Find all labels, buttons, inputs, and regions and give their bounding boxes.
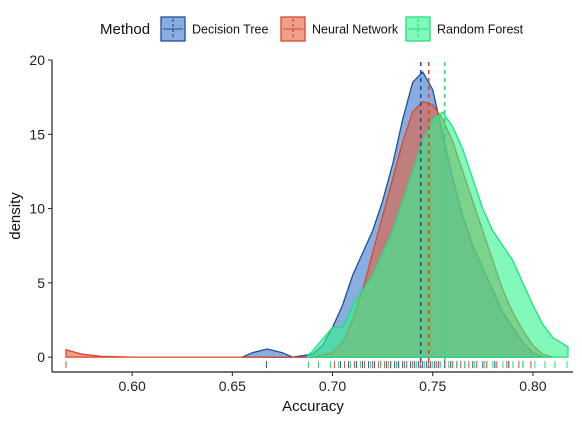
density-areas <box>65 70 569 358</box>
x-tick-label: 0.60 <box>119 378 146 394</box>
mean-lines <box>419 62 446 368</box>
x-tick-label: 0.80 <box>519 378 546 394</box>
x-tick-label: 0.65 <box>219 378 246 394</box>
x-tick-label: 0.75 <box>419 378 446 394</box>
y-tick-label: 0 <box>37 349 45 365</box>
y-tick-label: 20 <box>29 52 45 68</box>
y-tick-label: 10 <box>29 201 45 217</box>
y-axis-ticks: 0 5 10 15 20 <box>29 52 52 365</box>
legend-item-decision-tree: Decision Tree <box>160 16 268 42</box>
rug-marks <box>65 361 568 369</box>
legend-item-random-forest: Random Forest <box>405 16 524 42</box>
x-tick-label: 0.70 <box>319 378 346 394</box>
x-axis-ticks: 0.60 0.65 0.70 0.75 0.80 <box>119 372 547 394</box>
y-axis-title: density <box>7 192 24 240</box>
y-tick-label: 15 <box>29 126 45 142</box>
legend-label: Decision Tree <box>192 23 268 37</box>
legend-label: Neural Network <box>312 23 399 37</box>
x-axis-title: Accuracy <box>282 398 344 415</box>
y-tick-label: 5 <box>37 275 45 291</box>
legend-label: Random Forest <box>437 23 524 37</box>
density-bump-decision-tree <box>240 348 293 358</box>
legend-item-neural-network: Neural Network <box>280 16 399 42</box>
legend-title: Method <box>100 21 150 38</box>
density-area-random-forest <box>306 111 569 358</box>
axes: 0.60 0.65 0.70 0.75 0.80 0 5 10 15 20 <box>29 52 573 394</box>
legend: Method Decision Tree Neural Network Random… <box>100 16 524 42</box>
